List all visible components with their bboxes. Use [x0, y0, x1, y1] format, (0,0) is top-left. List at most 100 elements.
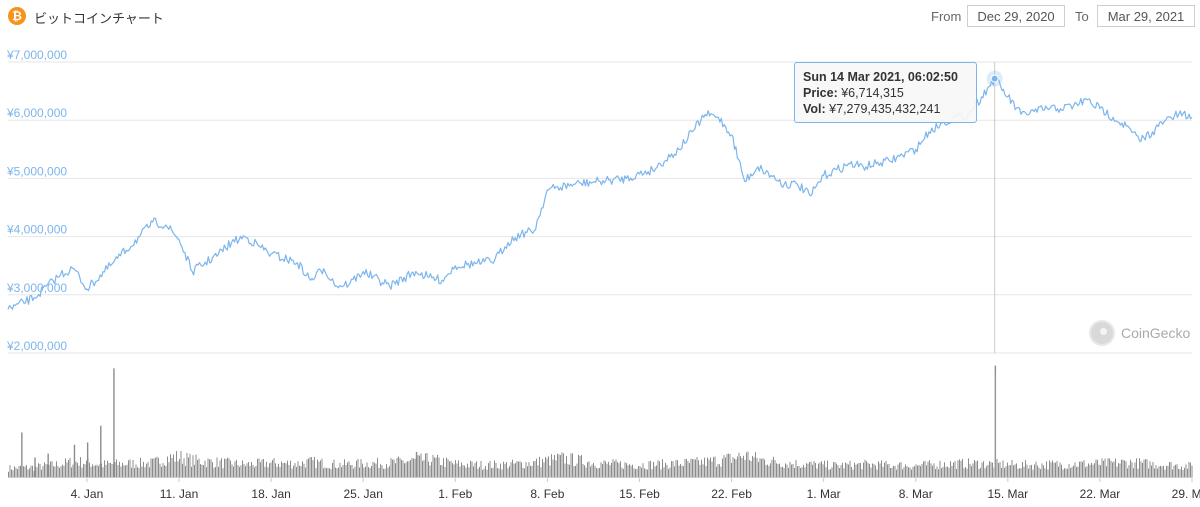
- volume-bar: [1086, 466, 1088, 477]
- volume-bar: [827, 460, 828, 477]
- from-date-input[interactable]: [967, 5, 1065, 27]
- volume-bar: [1176, 464, 1178, 477]
- volume-bar: [360, 459, 362, 477]
- volume-bar: [843, 468, 845, 477]
- volume-bar: [593, 462, 594, 477]
- volume-bar: [932, 465, 933, 477]
- volume-bar: [1109, 458, 1110, 477]
- volume-bar: [71, 467, 72, 477]
- volume-bar: [776, 463, 777, 477]
- volume-bar: [1035, 461, 1037, 477]
- volume-bar: [575, 465, 576, 477]
- volume-bar: [189, 453, 191, 477]
- volume-bar: [95, 465, 96, 477]
- volume-bar: [749, 460, 750, 477]
- volume-bar: [84, 464, 86, 477]
- volume-bar: [692, 459, 693, 477]
- volume-bar: [569, 464, 570, 477]
- volume-bar: [270, 462, 272, 477]
- volume-bar: [639, 466, 641, 477]
- volume-bar: [708, 459, 710, 477]
- volume-bar: [509, 466, 510, 477]
- volume-bar: [167, 456, 168, 477]
- volume-bar: [344, 459, 345, 477]
- volume-bar: [978, 469, 980, 477]
- volume-bar: [546, 458, 548, 477]
- volume-bar: [612, 459, 614, 477]
- volume-bar: [515, 463, 516, 477]
- volume-bar: [960, 460, 962, 477]
- volume-bar: [698, 460, 699, 477]
- volume-bar: [432, 454, 434, 477]
- volume-bar: [461, 462, 462, 477]
- volume-bar: [1148, 468, 1149, 477]
- tooltip-price-label: Price:: [803, 86, 838, 100]
- volume-bar: [282, 463, 284, 477]
- volume-bar: [807, 463, 809, 477]
- volume-bar: [888, 463, 890, 477]
- volume-bar: [561, 452, 563, 477]
- volume-bar: [368, 467, 369, 477]
- volume-bar: [965, 467, 966, 477]
- volume-bar: [1031, 464, 1032, 477]
- volume-bar: [825, 467, 827, 477]
- volume-bar: [392, 459, 393, 477]
- tooltip-vol-label: Vol:: [803, 102, 826, 116]
- x-tick-label: 8. Feb: [530, 487, 564, 501]
- volume-bar: [1065, 468, 1067, 477]
- volume-bar: [62, 464, 63, 477]
- volume-bar: [417, 455, 419, 477]
- volume-bar: [1047, 469, 1049, 477]
- volume-bar: [956, 469, 957, 477]
- volume-bar: [993, 467, 995, 477]
- volume-bar: [1187, 468, 1188, 477]
- volume-bar: [164, 465, 165, 477]
- volume-bar: [732, 457, 734, 477]
- volume-bar: [423, 460, 425, 477]
- volume-bar: [251, 461, 252, 477]
- volume-bar: [882, 466, 884, 477]
- volume-bar: [725, 457, 726, 477]
- volume-bar: [150, 458, 152, 477]
- volume-bar: [1179, 469, 1181, 477]
- volume-bar: [1014, 464, 1016, 477]
- volume-bar: [522, 467, 524, 477]
- volume-bar: [144, 467, 146, 477]
- volume-bar: [969, 463, 971, 477]
- volume-bar: [1046, 461, 1047, 477]
- volume-bar: [1011, 459, 1013, 477]
- volume-bar: [264, 466, 266, 477]
- volume-bar: [596, 468, 597, 477]
- volume-bar: [866, 461, 867, 477]
- volume-bar: [578, 454, 579, 477]
- volume-bar: [1122, 459, 1124, 477]
- volume-bar: [1088, 463, 1089, 477]
- volume-bar: [273, 458, 275, 477]
- volume-bar: [422, 460, 423, 477]
- volume-bar: [602, 464, 603, 477]
- to-date-input[interactable]: [1097, 5, 1195, 27]
- chart-header: ₿ ビットコインチャート From To: [0, 0, 1200, 34]
- volume-bar: [336, 468, 338, 477]
- volume-bar: [108, 462, 110, 477]
- volume-bar: [786, 464, 788, 477]
- volume-bar: [398, 456, 399, 477]
- volume-bar: [521, 462, 522, 477]
- volume-bar: [930, 463, 932, 477]
- volume-bar: [498, 468, 500, 477]
- volume-bar: [362, 463, 363, 477]
- volume-bar: [117, 465, 119, 477]
- volume-bar: [380, 464, 381, 477]
- volume-bar: [1037, 465, 1038, 477]
- volume-bar: [378, 468, 380, 477]
- volume-bar: [884, 462, 885, 477]
- volume-bar: [341, 467, 342, 477]
- volume-bar: [986, 466, 987, 477]
- volume-bar: [324, 467, 326, 477]
- volume-bar: [683, 466, 684, 477]
- volume-bar: [299, 465, 300, 477]
- volume-bar: [129, 459, 131, 477]
- volume-bar: [348, 461, 350, 477]
- volume-bar: [401, 459, 402, 477]
